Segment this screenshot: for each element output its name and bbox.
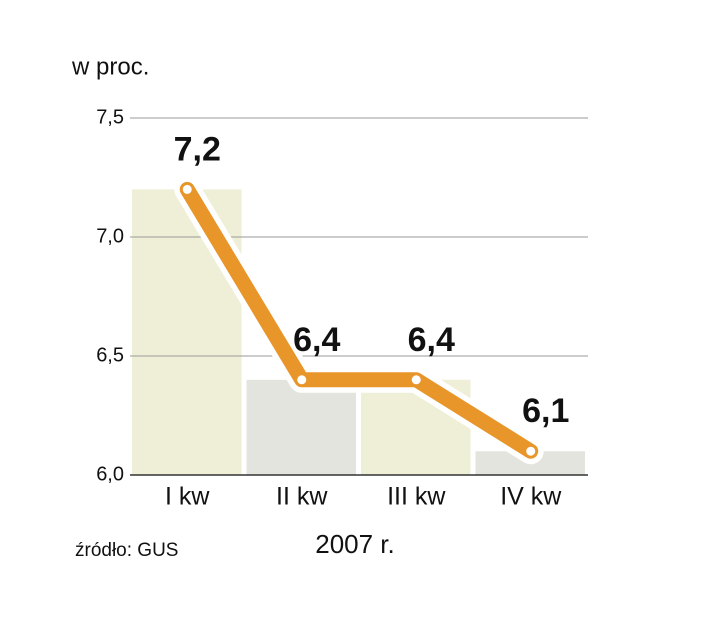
x-tick-label: I kw xyxy=(165,483,210,511)
x-axis-title: 2007 r. xyxy=(315,529,395,559)
value-label: 6,4 xyxy=(293,321,340,359)
y-tick-label: 6,5 xyxy=(96,344,124,366)
source-note: źródło: GUS xyxy=(75,540,178,561)
unit-label: w proc. xyxy=(71,53,149,80)
y-tick-label: 7,5 xyxy=(96,106,124,128)
x-tick-label: IV kw xyxy=(500,483,562,511)
point xyxy=(524,444,538,458)
point xyxy=(295,373,309,387)
x-tick-label: II kw xyxy=(276,483,328,511)
y-tick-label: 6,0 xyxy=(96,463,124,485)
x-tick-label: III kw xyxy=(387,483,446,511)
line xyxy=(179,181,539,459)
value-label: 6,1 xyxy=(522,392,569,430)
background-bar xyxy=(246,379,356,475)
y-tick-label: 7,0 xyxy=(96,225,124,247)
point xyxy=(180,182,194,196)
value-label: 6,4 xyxy=(408,321,455,359)
point xyxy=(409,373,423,387)
value-label: 7,2 xyxy=(174,130,221,168)
